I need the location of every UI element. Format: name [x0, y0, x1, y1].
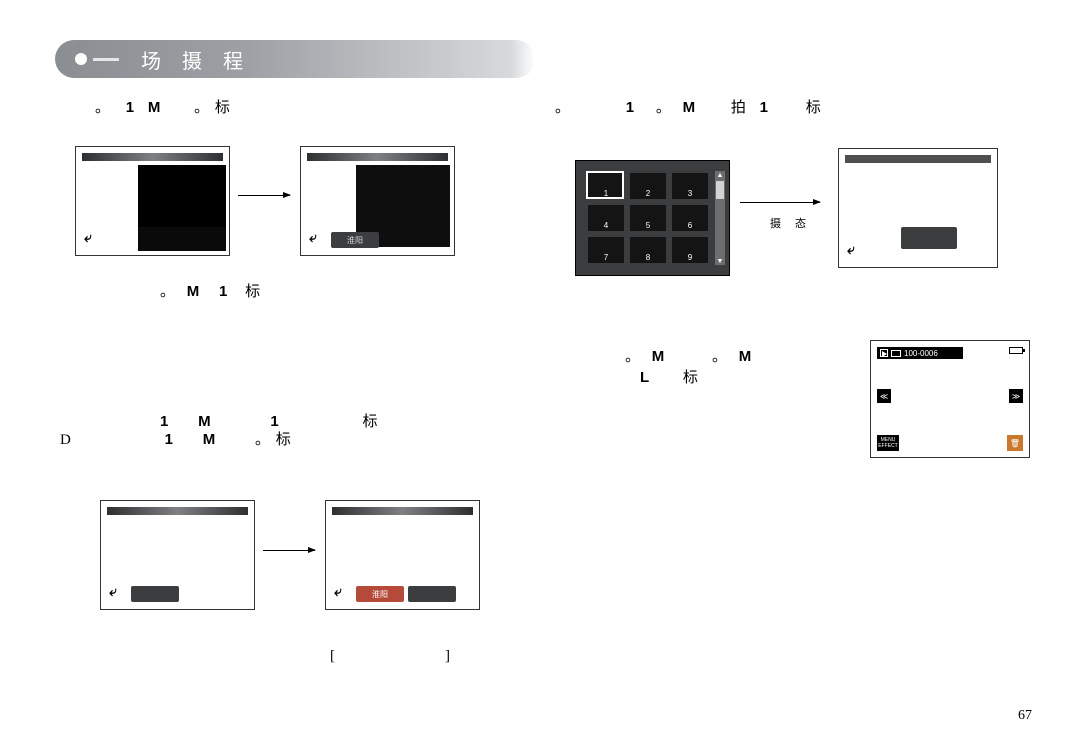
caption-r2: L 标	[640, 366, 700, 387]
lcd-b-option[interactable]: 淮阳	[331, 232, 379, 248]
lcd-c-option[interactable]	[131, 586, 179, 602]
arrow-grid-preview	[740, 202, 820, 203]
lcd-playback: 100-0006 ≪ ≫ MENU EFFECT 🗑	[870, 340, 1030, 458]
lcd-c-strip	[107, 507, 248, 515]
scrollbar[interactable]: ▲ ▼	[715, 171, 725, 265]
lcd-d: ⤶ 淮阳	[325, 500, 480, 610]
thumb-6[interactable]: 6	[672, 205, 708, 231]
folder-number: 100-0006	[904, 349, 938, 358]
back-icon: ⤶	[334, 585, 342, 601]
caption-top-right: 。 1 。 M 拍 1 标	[555, 96, 823, 117]
playback-titlebar: 100-0006	[877, 347, 963, 359]
header-title: 场 摄 程	[141, 45, 251, 74]
lcd-b-strip	[307, 153, 448, 161]
lcd-b: ⤶ 淮阳	[300, 146, 455, 256]
next-icon[interactable]: ≫	[1009, 389, 1023, 403]
bracket: []	[330, 648, 560, 665]
play-mode-icon	[880, 349, 888, 357]
menu-effect-button[interactable]: MENU EFFECT	[877, 435, 899, 451]
thumb-selection	[586, 171, 624, 199]
thumb-5[interactable]: 5	[630, 205, 666, 231]
lcd-grid: 1 2 3 4 5 6 7 8 9 ▲ ▼	[575, 160, 730, 276]
thumb-4[interactable]: 4	[588, 205, 624, 231]
caption-mid: 。 M 1 标	[160, 280, 262, 301]
header-bar	[93, 58, 119, 61]
back-icon: ⤶	[109, 585, 117, 601]
lcd-d-strip	[332, 507, 473, 515]
arrow-cd	[263, 550, 315, 551]
prev-icon[interactable]: ≪	[877, 389, 891, 403]
scroll-thumb[interactable]	[716, 181, 724, 199]
lcd-preview: ⤶	[838, 148, 998, 268]
lcd-a-strip	[82, 153, 223, 161]
folder-icon	[891, 350, 901, 357]
thumb-8[interactable]: 8	[630, 237, 666, 263]
back-icon: ⤶	[84, 231, 92, 247]
arrow-note: 摄态	[770, 215, 820, 231]
page-number: 67	[1018, 708, 1032, 724]
back-icon: ⤶	[309, 231, 317, 247]
lcd-a: ⤶	[75, 146, 230, 256]
caption-d2: D 1 M 。 标	[60, 428, 293, 449]
header-dot	[75, 53, 87, 65]
back-icon: ⤶	[847, 243, 855, 259]
scroll-up-icon[interactable]: ▲	[715, 171, 725, 179]
battery-icon	[1009, 347, 1023, 354]
lcd-d-option2[interactable]	[408, 586, 456, 602]
thumb-2[interactable]: 2	[630, 173, 666, 199]
lcd-preview-strip	[845, 155, 991, 163]
thumb-9[interactable]: 9	[672, 237, 708, 263]
section-header: 场 摄 程	[55, 40, 535, 78]
thumb-7[interactable]: 7	[588, 237, 624, 263]
lcd-c: ⤶	[100, 500, 255, 610]
thumb-3[interactable]: 3	[672, 173, 708, 199]
arrow-ab	[238, 195, 290, 196]
lcd-a-image-ext	[138, 227, 226, 251]
caption-r1: 。 M 。 M	[625, 345, 751, 366]
trash-icon[interactable]: 🗑	[1007, 435, 1023, 451]
scroll-down-icon[interactable]: ▼	[715, 257, 725, 265]
lcd-a-image	[138, 165, 226, 227]
lcd-d-option[interactable]: 淮阳	[356, 586, 404, 602]
caption-top-left: 。 1 M 。 标	[95, 96, 232, 117]
preview-button[interactable]	[901, 227, 957, 249]
